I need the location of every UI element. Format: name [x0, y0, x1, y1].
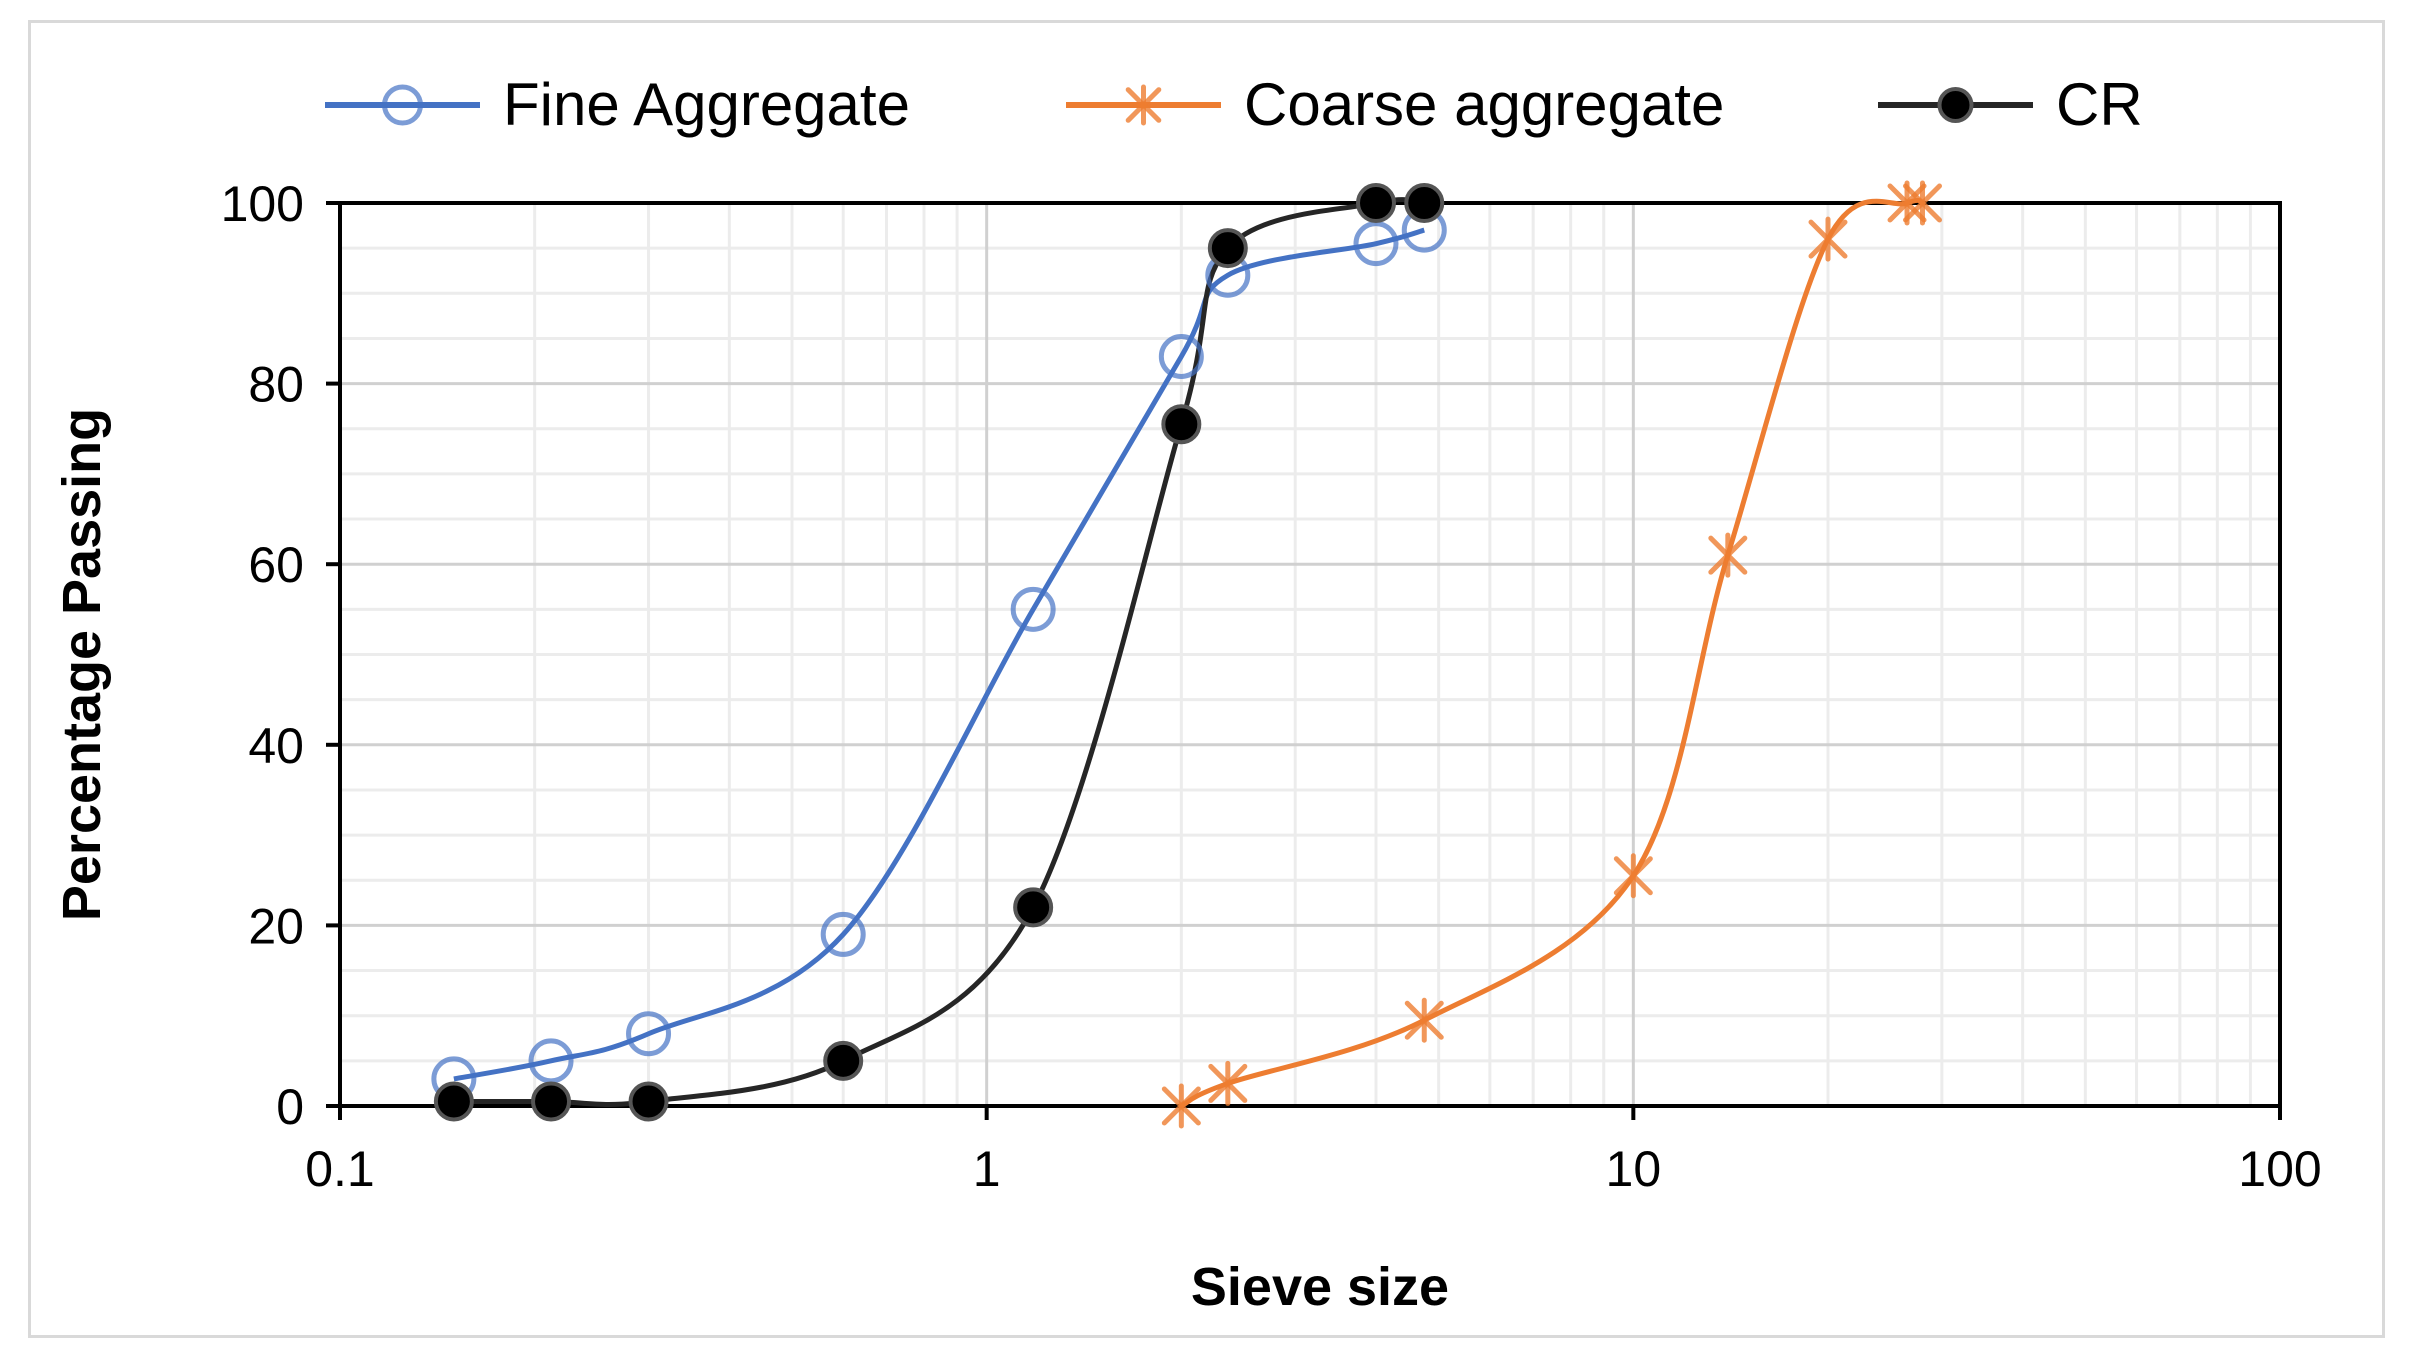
legend-item-coarse-aggregate: Coarse aggregate: [1066, 71, 1724, 138]
cr-point: [628, 1081, 669, 1122]
coarse-aggregate-point: [1161, 1083, 1201, 1129]
plot-area-border: [338, 201, 2282, 1108]
x-axis-tick-labels: 0.1 1 10 100: [305, 1141, 2321, 1197]
marker-body: [1404, 183, 1445, 223]
y-tick-label: 100: [221, 176, 304, 232]
x-tick-label: 0.1: [305, 1141, 375, 1197]
fine-aggregate-point: [1158, 334, 1204, 380]
coarse-aggregate-point: [1902, 180, 1942, 226]
fine-aggregate-point: [626, 1011, 672, 1057]
marker-body: [1355, 183, 1396, 223]
coarse-aggregate-point: [1208, 1060, 1248, 1106]
cr-point: [1161, 404, 1202, 445]
fine-aggregate-point: [528, 1038, 574, 1084]
y-axis-title: Percentage Passing: [52, 408, 112, 921]
x-tick-label: 10: [1606, 1141, 1662, 1197]
cr-point: [1355, 183, 1396, 223]
marker-body: [1207, 228, 1248, 269]
cr-point: [433, 1081, 474, 1122]
marker-body: [1161, 404, 1202, 445]
legend-swatch-marker: [1937, 87, 1974, 123]
marker-body: [531, 1081, 572, 1122]
fine-aggregate-line: [453, 227, 1425, 1082]
x-tick-label: 100: [2238, 1141, 2321, 1197]
cr-point: [823, 1040, 864, 1081]
cr-point: [531, 1081, 572, 1122]
legend-swatch-marker: [382, 84, 423, 126]
marker-body: [433, 1081, 474, 1122]
chart-frame: [28, 20, 2385, 1338]
minor-gridlines: [340, 203, 2280, 1106]
x-tick-label: 1: [973, 1141, 1001, 1197]
series-markers: [431, 180, 1942, 1129]
coarse-aggregate-point: [1808, 216, 1848, 262]
coarse-aggregate-point: [1708, 532, 1748, 578]
coarse-aggregate-point: [1613, 853, 1653, 899]
marker-body: [628, 1081, 669, 1122]
legend-item-fine-aggregate: Fine Aggregate: [325, 71, 910, 138]
marker-body: [1937, 87, 1974, 123]
legend-label: Fine Aggregate: [503, 71, 910, 138]
marker-body: [823, 1040, 864, 1081]
y-tick-label: 60: [248, 537, 304, 593]
x-axis-title: Sieve size: [1191, 1257, 1449, 1317]
legend-item-cr: CR: [1878, 71, 2143, 138]
y-axis-tick-labels: 0 20 40 60 80 100: [221, 176, 304, 1135]
legend-label: CR: [2056, 71, 2143, 138]
coarse-aggregate-line: [1180, 197, 1924, 1109]
y-tick-label: 80: [248, 357, 304, 413]
fine-aggregate-point: [1353, 221, 1399, 267]
cr-line: [453, 197, 1425, 1107]
series-lines: [453, 197, 1924, 1109]
legend-label: Coarse aggregate: [1244, 71, 1724, 138]
legend-swatch-marker: [1125, 84, 1162, 126]
coarse-aggregate-point: [1404, 997, 1444, 1043]
axis-ticks: [326, 201, 2282, 1120]
y-tick-label: 0: [276, 1079, 304, 1135]
y-tick-label: 20: [248, 898, 304, 954]
y-tick-label: 40: [248, 718, 304, 774]
marker-body: [1013, 887, 1054, 928]
fine-aggregate-point: [820, 911, 866, 957]
cr-point: [1013, 887, 1054, 928]
cr-point: [1207, 228, 1248, 269]
legend: Fine Aggregate Coarse aggregate CR: [325, 71, 2143, 138]
cr-point: [1404, 183, 1445, 223]
fine-aggregate-point: [1010, 586, 1056, 632]
